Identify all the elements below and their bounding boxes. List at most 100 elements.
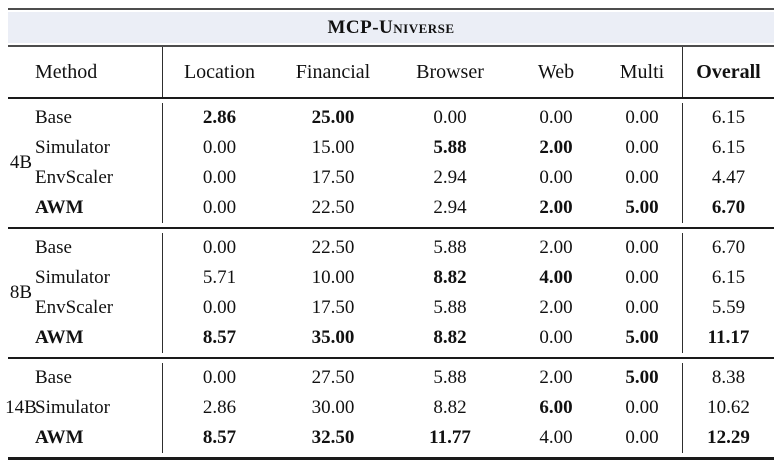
method-cell: Base (35, 237, 72, 258)
value-cell: 2.86 (162, 103, 276, 133)
value-cell: 17.50 (311, 297, 355, 318)
method-cell: Simulator (35, 397, 110, 418)
table-body: 4B Base 2.86 25.00 0.00 0.00 0.00 6.15 Simulator… (5, 99, 774, 457)
value-cell: 0.00 (162, 233, 276, 263)
value-cell: 17.50 (311, 167, 355, 188)
value-cell: 2.94 (433, 197, 467, 218)
value-cell: 0.00 (162, 293, 276, 323)
method-cell: EnvScaler (35, 297, 114, 318)
value-cell: 30.00 (311, 397, 355, 418)
method-cell: AWM (35, 327, 84, 348)
method-cell: AWM (35, 197, 84, 218)
value-cell: 0.00 (625, 107, 659, 128)
group-label: 4B (9, 152, 33, 173)
overall-cell: 5.59 (682, 293, 774, 323)
group-label-cell: 14B (5, 363, 37, 453)
table-title: MCP-Universe (327, 16, 455, 38)
value-cell: 4.00 (539, 267, 573, 288)
value-cell: 25.00 (311, 107, 355, 128)
value-cell: 0.00 (162, 193, 276, 223)
col-header-financial: Financial (295, 60, 371, 83)
value-cell: 2.00 (539, 137, 573, 158)
value-cell: 2.86 (162, 393, 276, 423)
value-cell: 0.00 (539, 327, 573, 348)
overall-cell: 6.70 (682, 233, 774, 263)
col-header-multi: Multi (619, 60, 665, 83)
value-cell: 5.88 (433, 367, 467, 388)
method-cell: Base (35, 107, 72, 128)
header-spacer (8, 47, 34, 97)
value-cell: 4.00 (539, 427, 573, 448)
overall-cell: 4.47 (682, 163, 774, 193)
value-cell: 0.00 (162, 363, 276, 393)
value-cell: 8.82 (433, 397, 467, 418)
group-block-8b: 8B Base 0.00 22.50 5.88 2.00 0.00 6.70 Simulator… (8, 229, 774, 357)
overall-cell: 6.15 (682, 133, 774, 163)
value-cell: 11.77 (429, 427, 471, 448)
title-band-rule (8, 45, 774, 47)
col-header-method: Method (35, 60, 98, 83)
value-cell: 2.00 (539, 237, 573, 258)
value-cell: 10.00 (311, 267, 355, 288)
value-cell: 15.00 (311, 137, 355, 158)
value-cell: 0.00 (625, 267, 659, 288)
value-cell: 22.50 (311, 197, 355, 218)
group-block-4b: 4B Base 2.86 25.00 0.00 0.00 0.00 6.15 Simulator… (8, 99, 774, 227)
value-cell: 0.00 (162, 163, 276, 193)
value-cell: 5.88 (433, 237, 467, 258)
method-cell: Simulator (35, 267, 110, 288)
value-cell: 0.00 (625, 237, 659, 258)
value-cell: 0.00 (162, 133, 276, 163)
value-cell: 0.00 (625, 137, 659, 158)
overall-cell: 6.15 (682, 103, 774, 133)
group-label-cell: 8B (8, 233, 34, 353)
value-cell: 5.71 (162, 263, 276, 293)
overall-cell: 8.38 (682, 363, 774, 393)
value-cell: 5.00 (625, 367, 659, 388)
value-cell: 5.00 (625, 327, 659, 348)
col-header-web: Web (537, 60, 575, 83)
value-cell: 5.00 (625, 197, 659, 218)
header-bottom-rule (8, 97, 774, 99)
value-cell: 0.00 (433, 107, 467, 128)
method-cell: EnvScaler (35, 167, 114, 188)
header-row: Method Location Financial Browser Web Mu… (8, 47, 774, 97)
top-rule (8, 8, 774, 10)
overall-cell: 12.29 (682, 423, 774, 453)
group-label: 14B (5, 397, 37, 418)
value-cell: 8.57 (162, 423, 276, 453)
value-cell: 5.88 (433, 297, 467, 318)
group-block-14b: 14B Base 0.00 27.50 5.88 2.00 5.00 8.38 Simulato… (5, 359, 774, 457)
value-cell: 22.50 (311, 237, 355, 258)
value-cell: 0.00 (625, 427, 659, 448)
method-cell: AWM (35, 427, 84, 448)
value-cell: 32.50 (311, 427, 355, 448)
value-cell: 6.00 (539, 397, 573, 418)
group-label: 8B (9, 282, 33, 303)
overall-cell: 6.70 (682, 193, 774, 223)
value-cell: 0.00 (539, 167, 573, 188)
col-header-location: Location (162, 47, 276, 97)
value-cell: 0.00 (625, 297, 659, 318)
overall-cell: 6.15 (682, 263, 774, 293)
group-separator-rule (8, 357, 774, 359)
value-cell: 0.00 (625, 397, 659, 418)
overall-cell: 10.62 (682, 393, 774, 423)
method-cell: Base (35, 367, 72, 388)
bottom-rule (8, 457, 774, 460)
value-cell: 0.00 (625, 167, 659, 188)
overall-cell: 11.17 (682, 323, 774, 353)
value-cell: 8.57 (162, 323, 276, 353)
value-cell: 35.00 (311, 327, 355, 348)
value-cell: 2.00 (539, 297, 573, 318)
value-cell: 8.82 (433, 327, 467, 348)
value-cell: 8.82 (433, 267, 467, 288)
value-cell: 2.00 (539, 367, 573, 388)
title-band: MCP-Universe (8, 12, 774, 43)
value-cell: 5.88 (433, 137, 467, 158)
col-header-browser: Browser (416, 60, 484, 83)
group-separator-rule (8, 227, 774, 229)
results-table-figure: MCP-Universe Method Location Financial B… (5, 8, 774, 460)
col-header-overall: Overall (682, 47, 774, 97)
group-label-cell: 4B (8, 103, 34, 223)
